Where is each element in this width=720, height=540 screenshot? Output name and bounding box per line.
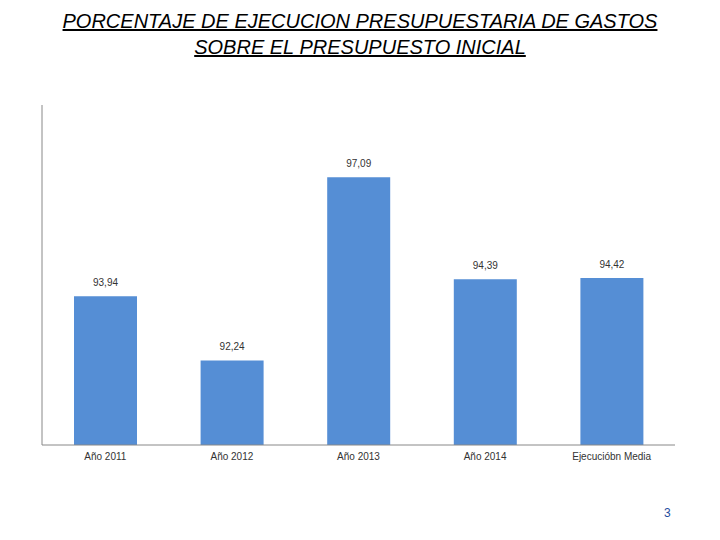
svg-text:92,24: 92,24 bbox=[220, 341, 245, 352]
svg-text:Año 2013: Año 2013 bbox=[337, 451, 380, 462]
svg-text:Año 2011: Año 2011 bbox=[84, 451, 127, 462]
html-text:3: 3 bbox=[664, 506, 671, 520]
svg-text:97,09: 97,09 bbox=[346, 158, 371, 169]
svg-text:Año 2012: Año 2012 bbox=[210, 451, 253, 462]
svg-text:Ejecucióbn Media: Ejecucióbn Media bbox=[572, 451, 651, 462]
svg-text:93,94: 93,94 bbox=[93, 277, 118, 288]
svg-text:Año 2014: Año 2014 bbox=[464, 451, 507, 462]
html-text:PORCENTAJE DE EJECUCION PRESUP: PORCENTAJE DE EJECUCION PRESUPUESTARIA D… bbox=[62, 10, 658, 58]
svg-text:94,42: 94,42 bbox=[599, 259, 624, 270]
svg-text:94,39: 94,39 bbox=[473, 260, 498, 271]
